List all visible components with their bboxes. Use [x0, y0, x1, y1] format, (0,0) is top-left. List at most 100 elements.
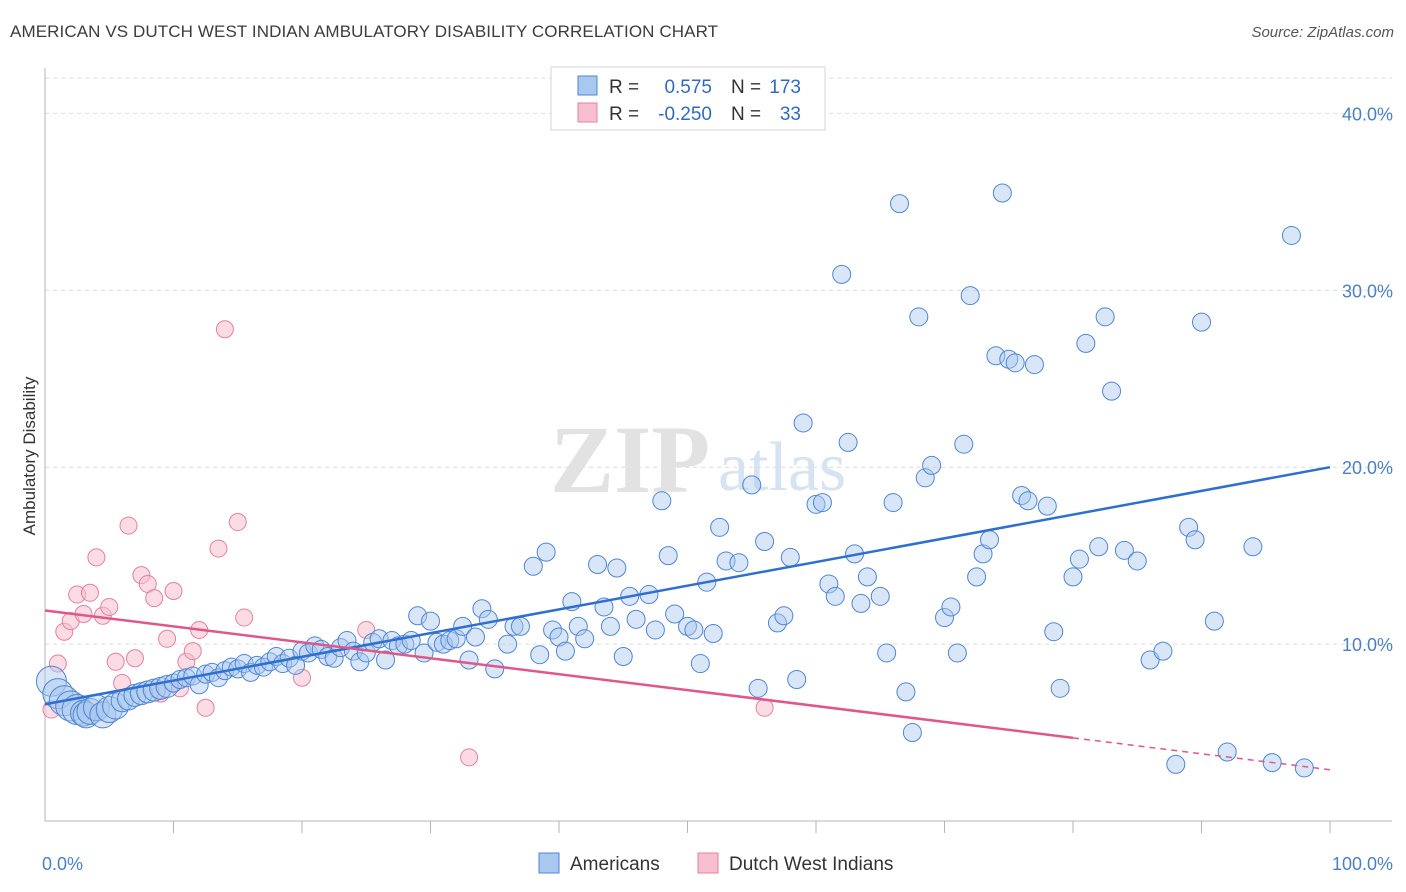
y-tick-label-3: 40.0% — [1342, 104, 1393, 124]
american-point-91 — [645, 620, 665, 640]
legend-n-value-2: 33 — [780, 104, 801, 125]
american-point-136 — [979, 530, 999, 550]
american-point-153 — [1114, 540, 1134, 560]
american-point-154 — [1127, 551, 1147, 571]
american-point-161 — [1204, 611, 1224, 631]
american-point-158 — [1179, 517, 1199, 537]
american-point-112 — [812, 493, 832, 513]
american-point-45 — [324, 648, 344, 668]
american-point-152 — [1102, 381, 1122, 401]
american-point-108 — [780, 547, 800, 567]
american-point-162 — [1217, 742, 1237, 762]
american-point-86 — [607, 558, 627, 578]
american-point-150 — [1089, 537, 1109, 557]
x-tick-label-0: 0.0% — [42, 854, 83, 874]
dutch-point-22 — [183, 642, 202, 661]
chart-title: AMERICAN VS DUTCH WEST INDIAN AMBULATORY… — [10, 22, 719, 41]
american-point-39 — [286, 655, 306, 675]
american-point-71 — [498, 634, 518, 654]
american-point-106 — [767, 613, 787, 633]
american-point-128 — [922, 455, 942, 475]
american-point-159 — [1185, 530, 1205, 550]
american-point-122 — [883, 493, 903, 513]
bottom-swatch-americans — [538, 852, 560, 874]
legend-swatch-dutch — [577, 102, 598, 123]
american-point-76 — [536, 542, 556, 562]
american-point-115 — [832, 264, 852, 284]
dutch-point-9 — [100, 597, 119, 616]
dutch-point-28 — [235, 608, 254, 627]
dutch-point-24 — [196, 698, 215, 717]
american-point-156 — [1153, 641, 1173, 661]
american-point-121 — [877, 643, 897, 663]
dutch-point-32 — [755, 698, 774, 717]
american-point-68 — [472, 599, 492, 619]
dutch-point-18 — [158, 629, 177, 648]
american-point-140 — [1005, 353, 1025, 373]
american-point-66 — [459, 650, 479, 670]
bottom-legend-dutch: Dutch West Indians — [729, 854, 893, 875]
american-point-149 — [1076, 333, 1096, 353]
american-point-110 — [793, 413, 813, 433]
american-point-96 — [684, 620, 704, 640]
tick-labels: 10.0% 20.0% 30.0% 40.0% 0.0% 100.0% — [42, 104, 1393, 874]
american-point-118 — [851, 593, 871, 613]
american-point-62 — [433, 634, 453, 654]
dutch-point-19 — [164, 582, 183, 601]
american-point-77 — [543, 620, 563, 640]
zipatlas-watermark: ZIP atlas — [550, 406, 846, 513]
dutch-point-10 — [106, 652, 125, 671]
legend-n-value-1: 173 — [769, 77, 801, 98]
dutch-point-16 — [145, 589, 164, 608]
y-tick-label-1: 20.0% — [1342, 458, 1393, 478]
american-point-142 — [1018, 491, 1038, 511]
american-point-111 — [806, 494, 826, 514]
american-point-123 — [890, 194, 910, 214]
american-point-157 — [1166, 754, 1186, 774]
american-point-58 — [408, 606, 428, 626]
american-point-144 — [1037, 496, 1057, 516]
american-point-82 — [575, 629, 595, 649]
american-point-53 — [376, 650, 396, 670]
bottom-swatch-dutch — [697, 852, 719, 874]
american-point-129 — [935, 608, 954, 628]
american-point-89 — [626, 609, 646, 629]
american-point-147 — [1063, 567, 1083, 587]
legend-r-label-2: R = — [609, 104, 639, 125]
american-point-64 — [446, 629, 466, 649]
american-point-131 — [947, 643, 967, 663]
american-point-105 — [755, 531, 775, 551]
american-point-134 — [967, 567, 987, 587]
american-point-120 — [870, 586, 890, 606]
american-point-6 — [72, 701, 100, 729]
american-point-135 — [973, 544, 993, 564]
legend-r-value-2: -0.250 — [658, 104, 712, 125]
american-point-132 — [954, 434, 974, 454]
american-point-126 — [909, 307, 929, 327]
american-point-100 — [710, 517, 730, 537]
american-point-70 — [485, 659, 505, 679]
dutch-point-6 — [80, 583, 99, 602]
american-point-74 — [523, 556, 543, 576]
american-point-160 — [1192, 312, 1211, 332]
legend-swatch-americans — [577, 75, 598, 96]
correlation-legend: R = 0.575 N = 173 R = -0.250 N = 33 — [550, 66, 826, 131]
dutch-point-7 — [87, 548, 106, 567]
american-point-92 — [652, 491, 672, 511]
american-point-103 — [742, 475, 762, 495]
american-point-78 — [549, 627, 569, 647]
american-point-87 — [613, 646, 633, 666]
american-point-97 — [690, 654, 710, 674]
american-point-75 — [530, 645, 550, 665]
american-point-104 — [748, 678, 768, 698]
american-point-79 — [555, 641, 575, 661]
american-point-81 — [568, 616, 588, 636]
bottom-legend-americans: Americans — [570, 854, 660, 875]
american-point-69 — [478, 609, 498, 629]
american-point-138 — [992, 183, 1012, 203]
dutch-trend-extension — [1072, 737, 1331, 771]
american-point-114 — [825, 586, 845, 606]
american-point-139 — [999, 349, 1019, 369]
american-point-133 — [960, 286, 980, 306]
